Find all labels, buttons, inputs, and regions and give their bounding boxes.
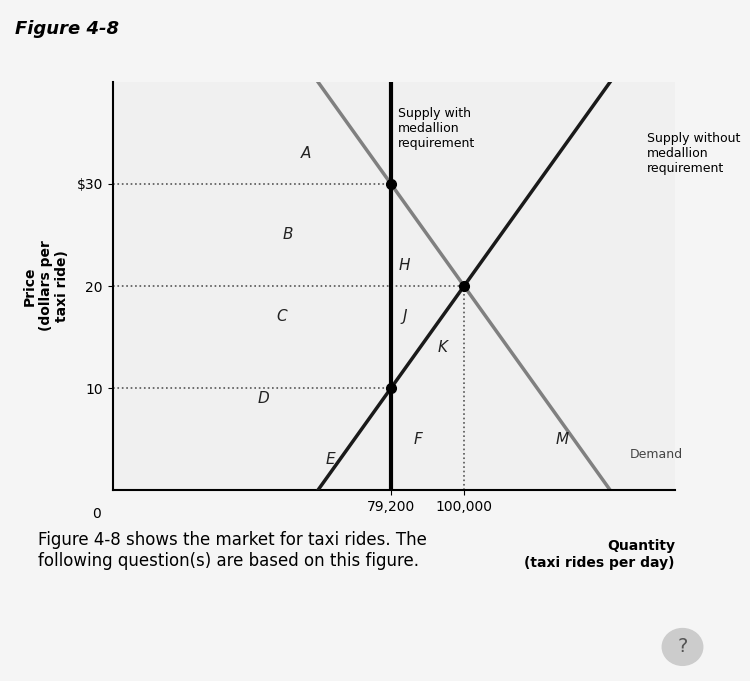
Text: F: F [414, 432, 423, 447]
Text: 0: 0 [92, 507, 101, 521]
Text: C: C [276, 309, 286, 324]
Text: M: M [556, 432, 569, 447]
Circle shape [662, 629, 703, 665]
Text: J: J [402, 309, 406, 324]
Y-axis label: Price
(dollars per
taxi ride): Price (dollars per taxi ride) [23, 240, 70, 332]
Text: Demand: Demand [630, 448, 683, 461]
Text: Supply without
medallion
requirement: Supply without medallion requirement [646, 131, 740, 175]
Text: Supply with
medallion
requirement: Supply with medallion requirement [398, 107, 476, 151]
Text: K: K [438, 340, 448, 355]
Text: ?: ? [677, 637, 688, 656]
Text: A: A [301, 146, 311, 161]
Text: Figure 4-8: Figure 4-8 [15, 20, 119, 38]
Text: B: B [283, 227, 293, 242]
Text: Figure 4-8 shows the market for taxi rides. The
following question(s) are based : Figure 4-8 shows the market for taxi rid… [38, 531, 426, 570]
Text: D: D [258, 391, 269, 406]
Text: H: H [398, 258, 410, 273]
Text: Quantity
(taxi rides per day): Quantity (taxi rides per day) [524, 539, 675, 569]
Text: E: E [326, 452, 335, 467]
